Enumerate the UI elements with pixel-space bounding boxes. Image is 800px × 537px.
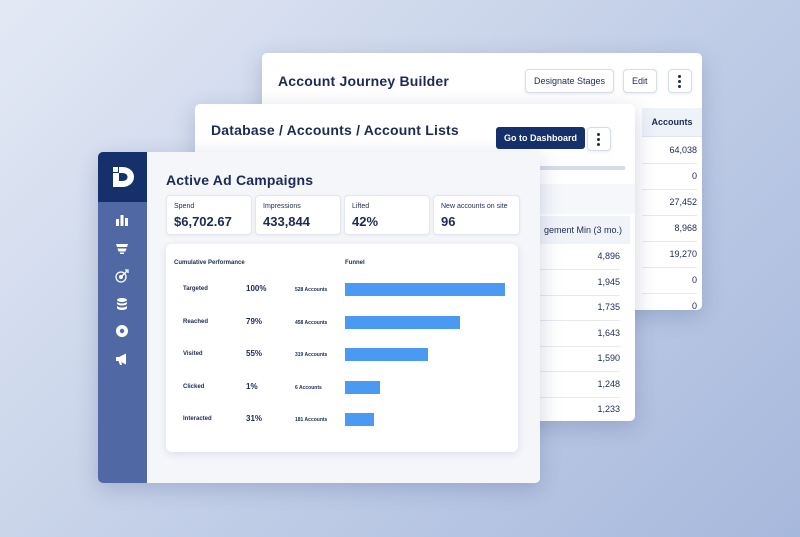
edit-button[interactable]: Edit: [623, 69, 657, 93]
target-icon[interactable]: [115, 269, 129, 283]
page-title: Active Ad Campaigns: [166, 172, 314, 188]
disc-icon[interactable]: [115, 324, 129, 338]
go-to-dashboard-button[interactable]: Go to Dashboard: [496, 127, 586, 149]
table-cell: 1,233: [535, 397, 620, 421]
table-cell: 4,896: [535, 244, 620, 270]
funnel-stage-label: Targeted: [183, 286, 208, 292]
funnel-bar: [345, 380, 380, 394]
ad-campaigns-window: Active Ad Campaigns Spend $6,702.67 Impr…: [98, 152, 540, 483]
stat-card-impressions: Impressions 433,844: [255, 195, 341, 235]
stat-value: 96: [441, 214, 456, 229]
funnel-accounts: 6 Accounts: [295, 384, 322, 391]
table-cell: 0: [642, 267, 697, 294]
stat-value: $6,702.67: [174, 214, 232, 229]
stat-card-lifted: Lifted 42%: [344, 195, 430, 235]
layers-icon[interactable]: [115, 241, 129, 255]
table-cell: 64,038: [642, 137, 697, 164]
funnel-percent: 1%: [246, 381, 258, 391]
accounts-column-header[interactable]: Accounts: [642, 108, 702, 137]
stat-label: Lifted: [352, 203, 370, 210]
table-cell: 0: [642, 293, 697, 310]
stat-label: Impressions: [263, 203, 301, 210]
performance-card: Cumulative Performance Funnel Targeted 10…: [166, 244, 518, 452]
breadcrumb: Database / Accounts / Account Lists: [211, 122, 459, 138]
stat-card-new-accounts: New accounts on site 96: [433, 195, 520, 235]
table-toolbar: [535, 184, 635, 214]
accounts-more-button[interactable]: [587, 127, 611, 151]
sidebar-header: [98, 152, 147, 202]
table-cell: 19,270: [642, 241, 697, 268]
funnel-stage-label: Interacted: [183, 416, 212, 422]
logo-icon[interactable]: [110, 164, 136, 190]
funnel-bar: [345, 413, 374, 426]
table-cell: 1,643: [535, 321, 620, 347]
funnel-stage-label: Clicked: [183, 383, 205, 390]
funnel-bar: [345, 315, 460, 329]
database-icon[interactable]: [115, 297, 129, 311]
campaigns-main: Active Ad Campaigns Spend $6,702.67 Impr…: [147, 152, 540, 483]
bar-chart-icon[interactable]: [115, 213, 129, 227]
funnel-percent: 79%: [246, 316, 263, 326]
designate-stages-button[interactable]: Designate Stages: [525, 69, 615, 93]
journey-more-button[interactable]: [668, 69, 692, 93]
funnel-percent: 31%: [246, 414, 263, 423]
engagement-column-header[interactable]: gement Min (3 mo.): [535, 216, 630, 244]
table-cell: 1,590: [535, 346, 620, 372]
divider: [535, 166, 625, 170]
funnel-stage-label: Visited: [183, 351, 203, 357]
stat-card-spend: Spend $6,702.67: [166, 195, 252, 235]
stat-value: 42%: [352, 214, 379, 229]
table-cell: 8,968: [642, 215, 697, 242]
funnel-accounts: 319 Accounts: [295, 352, 328, 358]
funnel-stage-label: Reached: [183, 318, 209, 325]
performance-title: Cumulative Performance: [174, 260, 245, 266]
funnel-bar: [345, 283, 505, 296]
funnel-bar: [345, 348, 428, 361]
funnel-accounts: 181 Accounts: [295, 417, 328, 423]
funnel-percent: 55%: [246, 349, 263, 358]
sidebar: [98, 152, 147, 483]
table-cell: 0: [642, 163, 697, 190]
kebab-icon: [597, 133, 600, 148]
kebab-icon: [678, 75, 681, 90]
table-cell: 27,452: [642, 189, 697, 216]
funnel-accounts: 458 Accounts: [295, 319, 328, 326]
table-cell: 1,735: [535, 295, 620, 321]
funnel-percent: 100%: [246, 284, 267, 293]
journey-title: Account Journey Builder: [278, 73, 450, 89]
funnel-title: Funnel: [345, 260, 365, 266]
funnel-accounts: 528 Accounts: [295, 287, 328, 293]
stat-label: New accounts on site: [441, 203, 508, 210]
table-cell: 1,248: [535, 372, 620, 398]
table-cell: 1,945: [535, 270, 620, 296]
stat-label: Spend: [174, 203, 195, 210]
stat-value: 433,844: [263, 214, 310, 229]
megaphone-icon[interactable]: [115, 352, 129, 366]
